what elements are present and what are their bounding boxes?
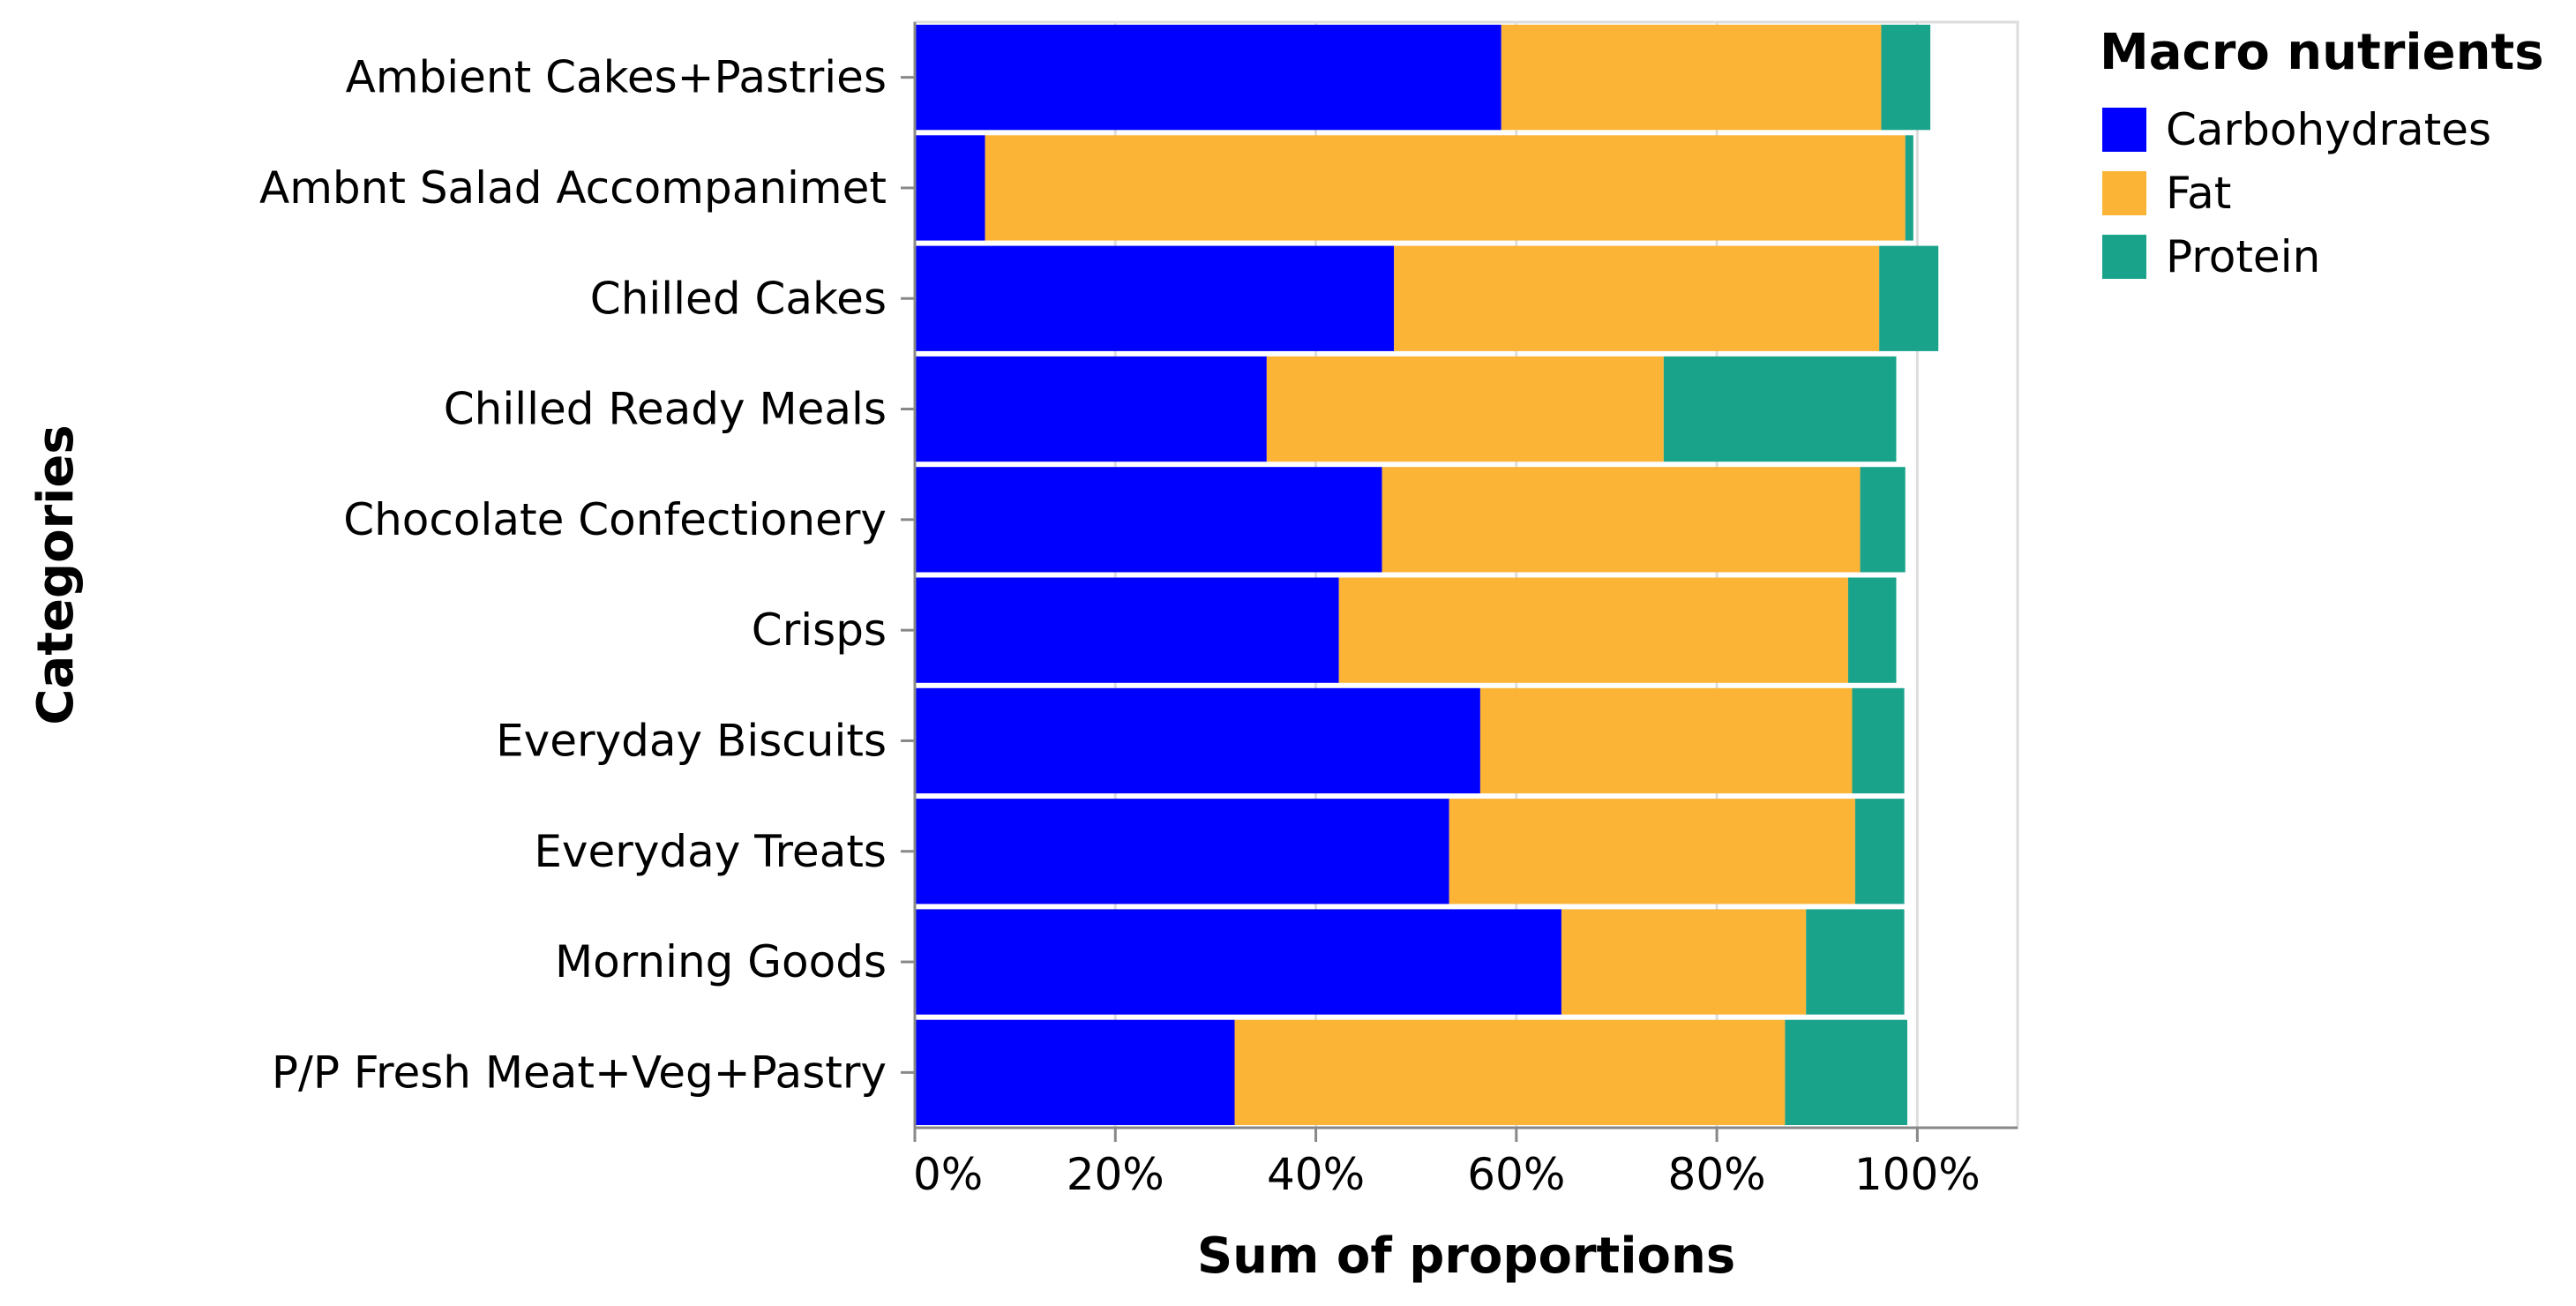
y-tick-label: Ambient Cakes+Pastries	[346, 52, 887, 103]
legend-swatch-protein	[2102, 235, 2146, 279]
bar-protein	[1879, 245, 1939, 351]
bar-fat	[1479, 687, 1853, 794]
bar-carbohydrates	[915, 909, 1561, 1015]
y-tick-label: Chocolate Confectionery	[343, 494, 887, 545]
x-tick-label: 20%	[1067, 1149, 1164, 1200]
x-tick-label: 100%	[1854, 1149, 1981, 1200]
bar-protein	[1847, 577, 1897, 683]
bar-carbohydrates	[915, 799, 1449, 904]
bar-carbohydrates	[915, 577, 1339, 683]
y-tick-label: Chilled Ready Meals	[444, 384, 887, 435]
bar-fat	[1382, 467, 1861, 573]
bar-carbohydrates	[915, 245, 1395, 351]
bar-protein	[1663, 356, 1897, 462]
y-tick-label: Morning Goods	[555, 936, 887, 987]
bar-protein	[1860, 467, 1906, 573]
bar-fat	[1266, 356, 1664, 462]
bars-layer	[915, 25, 1939, 1125]
bar-carbohydrates	[915, 25, 1501, 131]
bar-fat	[1394, 245, 1880, 351]
x-tick-label: 40%	[1267, 1149, 1365, 1200]
y-tick-label: Crisps	[752, 604, 887, 656]
bar-fat	[1338, 577, 1848, 683]
axis-layer: Ambient Cakes+Pastries Ambnt Salad Accomp…	[259, 22, 2018, 1200]
bar-protein	[1854, 799, 1905, 904]
legend: Macro nutrients Carbohydrates Fat Protein	[2100, 24, 2544, 282]
legend-swatch-carbohydrates	[2102, 108, 2146, 152]
bar-fat	[985, 135, 1906, 241]
bar-fat	[1501, 25, 1882, 131]
bar-protein	[1852, 687, 1905, 794]
legend-label-protein: Protein	[2166, 231, 2320, 282]
bar-fat	[1234, 1019, 1786, 1125]
legend-title: Macro nutrients	[2100, 24, 2544, 81]
x-tick-label: 80%	[1668, 1149, 1766, 1200]
x-tick-label: 60%	[1467, 1149, 1565, 1200]
y-tick-label: Everyday Treats	[534, 826, 887, 877]
legend-label-carbohydrates: Carbohydrates	[2166, 104, 2491, 155]
y-tick-label: P/P Fresh Meat+Veg+Pastry	[272, 1047, 887, 1098]
x-axis-title: Sum of proportions	[1197, 1227, 1735, 1285]
bar-protein	[1905, 135, 1913, 241]
bar-protein	[1785, 1019, 1907, 1125]
bar-fat	[1449, 799, 1855, 904]
y-axis-title: Categories	[27, 424, 85, 724]
bar-protein	[1881, 25, 1931, 131]
bar-fat	[1561, 909, 1807, 1015]
legend-swatch-fat	[2102, 171, 2146, 215]
bar-carbohydrates	[915, 356, 1267, 462]
bar-carbohydrates	[915, 687, 1480, 794]
y-tick-label: Ambnt Salad Accompanimet	[259, 162, 887, 214]
y-tick-label: Chilled Cakes	[590, 273, 887, 324]
bar-carbohydrates	[915, 467, 1382, 573]
bar-protein	[1806, 909, 1905, 1015]
bar-carbohydrates	[915, 135, 985, 241]
x-tick-label: 0%	[913, 1149, 983, 1200]
legend-label-fat: Fat	[2166, 168, 2231, 219]
bar-carbohydrates	[915, 1019, 1235, 1125]
y-tick-label: Everyday Biscuits	[496, 715, 887, 766]
